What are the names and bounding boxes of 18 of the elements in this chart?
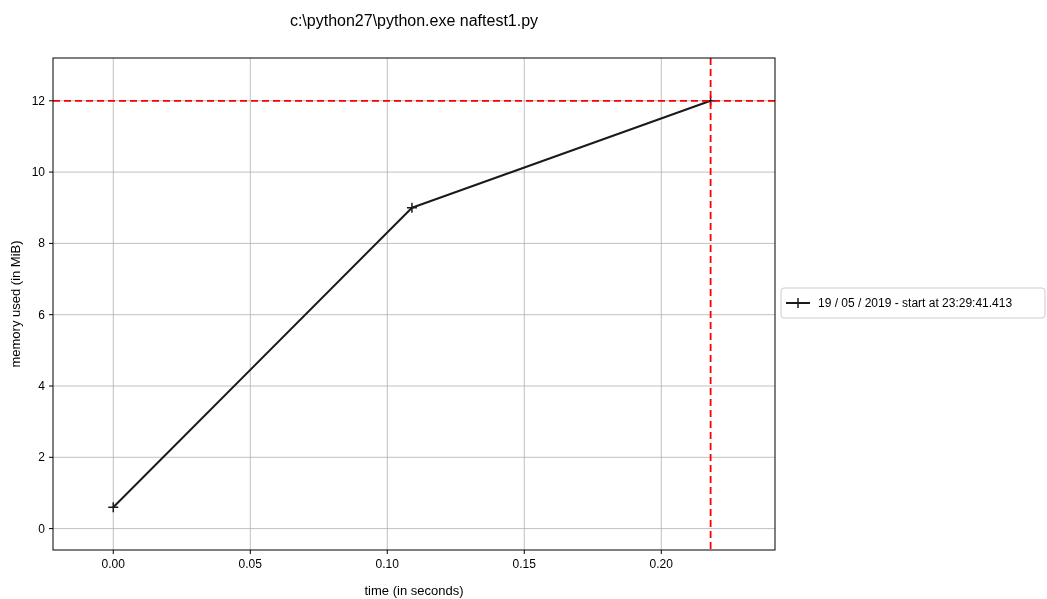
y-tick-label: 12 <box>31 93 46 108</box>
x-tick-label: 0.10 <box>375 557 400 571</box>
point <box>107 501 120 513</box>
x-tick-label: 0.20 <box>649 557 674 571</box>
y-axis-title: memory used (in MiB) <box>8 240 23 368</box>
x-axis-title: time (in seconds) <box>364 583 464 598</box>
x-tick-label: 0.15 <box>512 557 537 571</box>
legend-label: 19 / 05 / 2019 - start at 23:29:41.413 <box>818 296 1013 310</box>
y-tick-label: 4 <box>38 379 46 393</box>
x-tick-label: 0.00 <box>101 557 126 571</box>
y-tick-label: 6 <box>38 307 46 322</box>
point <box>406 201 418 214</box>
y-tick-label: 2 <box>38 450 46 465</box>
x-tick-label: 0.05 <box>238 557 263 571</box>
y-tick-label: 0 <box>38 521 46 536</box>
y-tick-label: 10 <box>31 165 46 180</box>
chart-title: c:\python27\python.exe naftest1.py <box>289 12 539 29</box>
y-tick-label: 8 <box>38 236 46 251</box>
